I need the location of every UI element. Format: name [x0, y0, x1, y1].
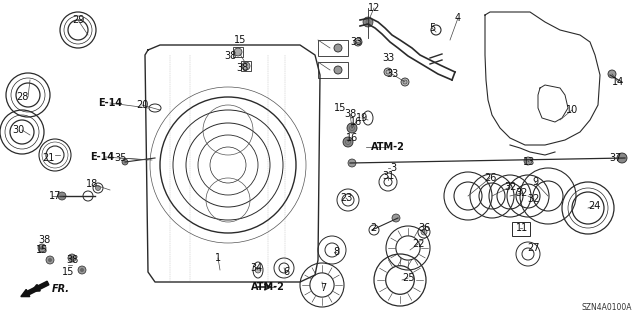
Text: 38: 38	[66, 255, 78, 265]
Text: 25: 25	[402, 273, 414, 283]
Circle shape	[617, 153, 627, 163]
Text: 9: 9	[532, 177, 538, 187]
Circle shape	[363, 17, 373, 27]
Text: 34: 34	[250, 263, 262, 273]
Text: 17: 17	[49, 191, 61, 201]
Circle shape	[68, 254, 76, 262]
Circle shape	[242, 62, 250, 70]
Text: 3: 3	[390, 163, 396, 173]
Text: 15: 15	[334, 103, 346, 113]
Circle shape	[78, 266, 86, 274]
Text: 27: 27	[528, 243, 540, 253]
Circle shape	[234, 48, 242, 56]
Text: 20: 20	[136, 100, 148, 110]
Text: 11: 11	[516, 223, 528, 233]
Circle shape	[48, 258, 52, 262]
Circle shape	[384, 68, 392, 76]
Text: 15: 15	[36, 245, 48, 255]
Circle shape	[255, 267, 261, 273]
Circle shape	[95, 186, 100, 190]
Text: 32: 32	[516, 188, 528, 198]
Text: 30: 30	[12, 125, 24, 135]
Circle shape	[348, 159, 356, 167]
FancyArrow shape	[21, 281, 49, 297]
Text: 23: 23	[340, 193, 352, 203]
Text: 36: 36	[418, 223, 430, 233]
Text: 12: 12	[368, 3, 380, 13]
Text: 4: 4	[455, 13, 461, 23]
Circle shape	[524, 157, 532, 165]
Text: 35: 35	[114, 153, 126, 163]
Text: 38: 38	[344, 109, 356, 119]
Circle shape	[334, 66, 342, 74]
Text: 7: 7	[320, 283, 326, 293]
Circle shape	[122, 159, 128, 165]
Text: E-14: E-14	[98, 98, 122, 108]
Text: 38: 38	[38, 235, 50, 245]
Text: 6: 6	[283, 267, 289, 277]
Circle shape	[392, 214, 400, 222]
Text: 15: 15	[234, 35, 246, 45]
Circle shape	[80, 268, 84, 272]
Circle shape	[58, 192, 66, 200]
Text: 18: 18	[86, 179, 98, 189]
Text: 10: 10	[566, 105, 578, 115]
Text: 5: 5	[429, 23, 435, 33]
Circle shape	[421, 229, 427, 235]
Text: SZN4A0100A: SZN4A0100A	[582, 303, 632, 312]
Text: ATM-2: ATM-2	[251, 282, 285, 292]
Text: 31: 31	[382, 171, 394, 181]
Text: 8: 8	[333, 247, 339, 257]
Text: 2: 2	[370, 223, 376, 233]
Text: 1: 1	[215, 253, 221, 263]
Text: 16: 16	[346, 133, 358, 143]
Text: 13: 13	[523, 157, 535, 167]
Text: 33: 33	[382, 53, 394, 63]
Text: 24: 24	[588, 201, 600, 211]
Text: 29: 29	[72, 15, 84, 25]
Text: 32: 32	[528, 194, 540, 204]
Text: 16: 16	[350, 117, 362, 127]
Circle shape	[354, 38, 362, 46]
Text: FR.: FR.	[52, 284, 70, 294]
Circle shape	[40, 246, 44, 250]
Circle shape	[334, 44, 342, 52]
Text: 15: 15	[62, 267, 74, 277]
Text: 22: 22	[412, 239, 424, 249]
Text: 19: 19	[356, 113, 368, 123]
Circle shape	[38, 244, 46, 252]
Text: 26: 26	[484, 173, 496, 183]
Circle shape	[70, 256, 74, 260]
Circle shape	[347, 123, 357, 133]
Circle shape	[46, 256, 54, 264]
Text: ATM-2: ATM-2	[371, 142, 405, 152]
Text: 28: 28	[16, 92, 28, 102]
Text: 38: 38	[224, 51, 236, 61]
Text: 37: 37	[610, 153, 622, 163]
Text: 38: 38	[236, 63, 248, 73]
Circle shape	[608, 70, 616, 78]
Text: 32: 32	[504, 182, 516, 192]
Circle shape	[401, 78, 409, 86]
Text: 33: 33	[350, 37, 362, 47]
Bar	[233, 47, 243, 57]
Text: 21: 21	[42, 153, 54, 163]
Text: 14: 14	[612, 77, 624, 87]
Text: E-14: E-14	[90, 152, 114, 162]
Text: 33: 33	[386, 69, 398, 79]
Bar	[241, 61, 251, 71]
Circle shape	[343, 137, 353, 147]
